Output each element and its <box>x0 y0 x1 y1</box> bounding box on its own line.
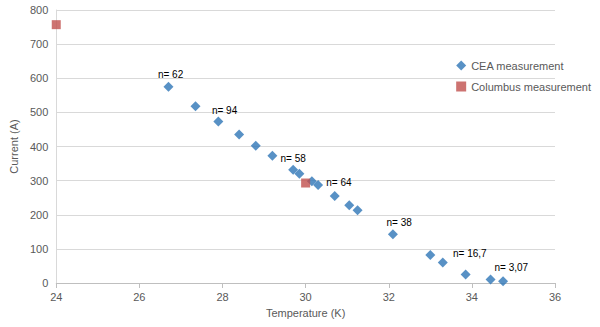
svg-text:CEA measurement: CEA measurement <box>471 60 563 72</box>
svg-text:n= 94: n= 94 <box>212 105 238 116</box>
svg-text:500: 500 <box>30 106 48 118</box>
svg-text:800: 800 <box>30 4 48 16</box>
svg-text:26: 26 <box>133 291 145 303</box>
svg-text:n= 62: n= 62 <box>158 69 184 80</box>
svg-text:n= 64: n= 64 <box>326 177 352 188</box>
svg-text:Columbus measurement: Columbus measurement <box>471 81 591 93</box>
svg-text:n= 38: n= 38 <box>386 217 412 228</box>
svg-text:600: 600 <box>30 72 48 84</box>
svg-text:n= 3,07: n= 3,07 <box>495 262 529 273</box>
svg-text:400: 400 <box>30 141 48 153</box>
svg-text:32: 32 <box>383 291 395 303</box>
svg-text:300: 300 <box>30 175 48 187</box>
svg-text:34: 34 <box>466 291 478 303</box>
svg-text:700: 700 <box>30 38 48 50</box>
svg-text:24: 24 <box>50 291 62 303</box>
svg-text:n= 58: n= 58 <box>281 153 307 164</box>
svg-text:100: 100 <box>30 243 48 255</box>
svg-text:0: 0 <box>42 277 48 289</box>
svg-text:200: 200 <box>30 209 48 221</box>
svg-text:Current (A): Current (A) <box>8 119 20 173</box>
svg-text:Temperature (K): Temperature (K) <box>266 307 345 319</box>
svg-text:30: 30 <box>300 291 312 303</box>
svg-text:28: 28 <box>216 291 228 303</box>
svg-text:n= 16,7: n= 16,7 <box>453 248 487 259</box>
svg-text:36: 36 <box>549 291 561 303</box>
